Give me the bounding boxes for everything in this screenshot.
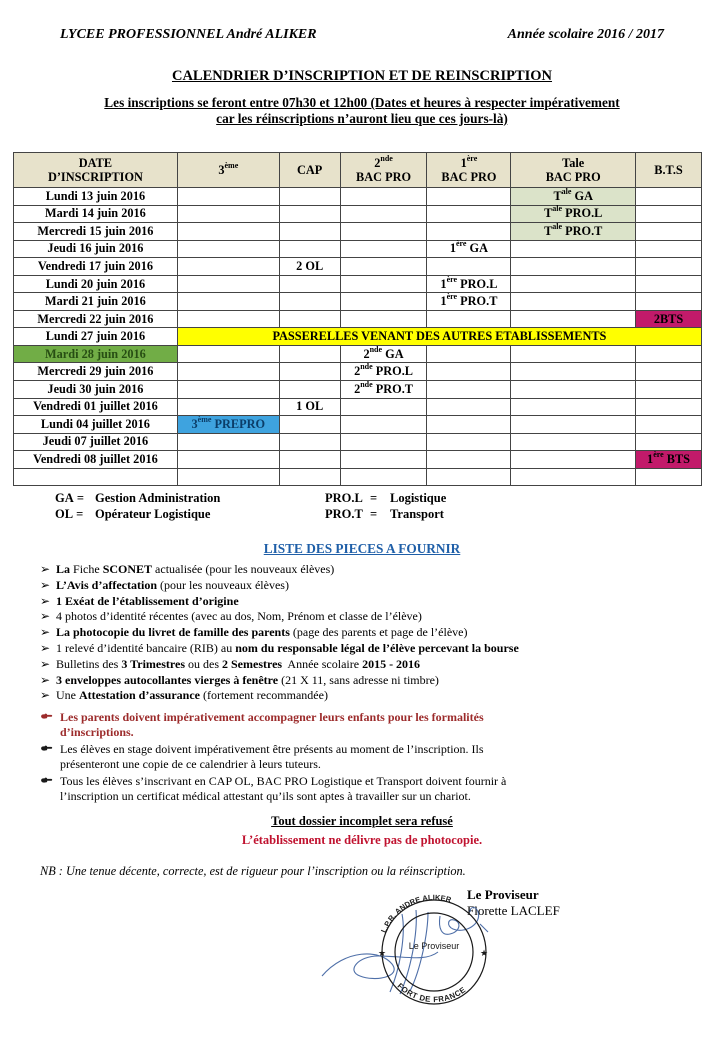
svg-text:Le Proviseur: Le Proviseur	[409, 941, 460, 951]
svg-text:FORT DE FRANCE: FORT DE FRANCE	[396, 981, 468, 1004]
svg-text:★: ★	[480, 948, 488, 958]
svg-text:★: ★	[378, 948, 386, 958]
